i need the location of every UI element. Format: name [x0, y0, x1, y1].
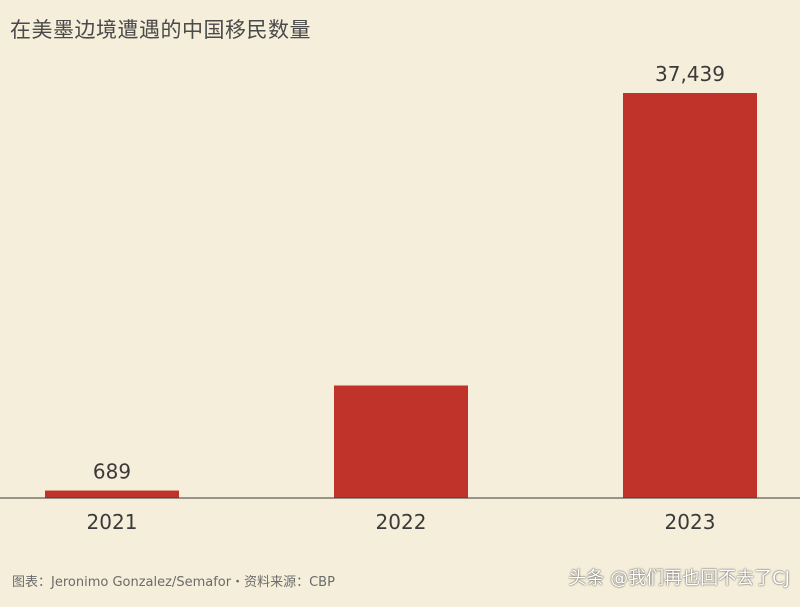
watermark: 头条 @我们再也回不去了CJ: [568, 568, 790, 589]
x-tick-2023: 2023: [665, 510, 716, 534]
data-label-2021: 689: [93, 460, 131, 484]
source-note: 图表：Jeronimo Gonzalez/Semafor・资料来源：CBP: [12, 575, 335, 590]
data-label-2023: 37,439: [655, 62, 725, 86]
bar-2023: [623, 93, 757, 498]
bar-2021: [45, 490, 179, 498]
x-tick-2022: 2022: [376, 510, 427, 534]
bar-2022: [334, 385, 468, 498]
x-tick-2021: 2021: [87, 510, 138, 534]
bar-chart: 689 37,439 2021 2022 2023: [0, 62, 800, 534]
chart-title: 在美墨边境遭遇的中国移民数量: [10, 18, 311, 42]
